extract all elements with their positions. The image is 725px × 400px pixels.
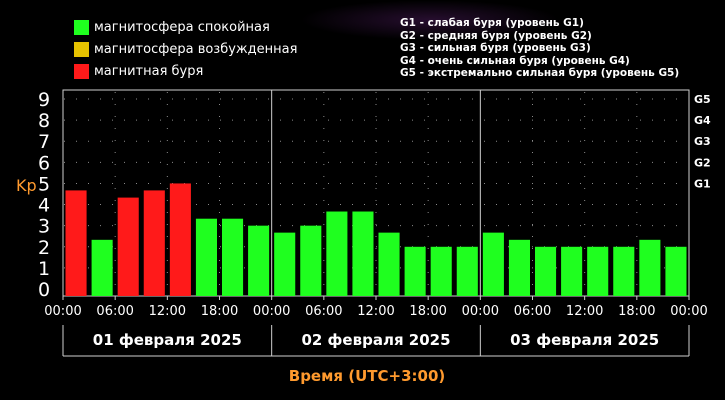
kp-bar <box>613 246 635 296</box>
g-level-tick: G3 <box>694 135 711 148</box>
kp-bar <box>430 246 452 296</box>
kp-bar <box>587 246 609 296</box>
x-tick-label: 00:00 <box>462 304 499 319</box>
kp-bar <box>639 239 661 296</box>
kp-bar <box>248 225 270 296</box>
day-label: 02 февраля 2025 <box>301 331 450 349</box>
x-tick-label: 18:00 <box>201 304 238 319</box>
kp-bar <box>195 218 217 296</box>
kp-bar <box>665 246 687 296</box>
kp-bar <box>326 211 348 296</box>
x-tick-label: 06:00 <box>96 304 133 319</box>
g-level-tick: G4 <box>694 114 711 127</box>
kp-bar <box>352 211 374 296</box>
x-tick-label: 12:00 <box>357 304 394 319</box>
kp-bar <box>274 232 296 296</box>
x-tick-label: 06:00 <box>305 304 342 319</box>
x-tick-label: 06:00 <box>514 304 551 319</box>
kp-bar <box>456 246 478 296</box>
kp-bar <box>508 239 530 296</box>
x-tick-label: 12:00 <box>149 304 186 319</box>
x-tick-label: 12:00 <box>566 304 603 319</box>
y-tick-label: 5 <box>38 173 50 195</box>
background-glow <box>300 0 560 40</box>
kp-bar <box>65 190 87 296</box>
legend-swatch-excited <box>74 41 89 57</box>
storm-level-g2: G2 - средняя буря (уровень G2) <box>400 29 592 42</box>
y-tick-label: 6 <box>38 152 50 174</box>
kp-bar <box>561 246 583 296</box>
y-tick-label: 8 <box>38 110 50 132</box>
g-level-tick: G5 <box>694 93 711 106</box>
storm-levels: G1 - слабая буря (уровень G1) G2 - средн… <box>400 17 679 80</box>
legend-item-excited: магнитосфера возбужденная <box>74 38 297 60</box>
day-label: 03 февраля 2025 <box>510 331 659 349</box>
y-tick-label: 4 <box>38 195 50 217</box>
storm-level-g3: G3 - сильная буря (уровень G3) <box>400 42 591 54</box>
kp-bar <box>404 246 426 296</box>
y-tick-label: 7 <box>38 131 50 153</box>
storm-level-g4: G4 - очень сильная буря (уровень G4) <box>400 54 630 67</box>
storm-level-g1: G1 - слабая буря (уровень G1) <box>400 17 584 29</box>
y-tick-label: 3 <box>38 216 50 238</box>
y-tick-label: 9 <box>38 89 50 111</box>
legend-swatch-storm <box>74 63 89 79</box>
legend-label-storm: магнитная буря <box>94 63 204 79</box>
g-level-tick: G1 <box>694 177 711 190</box>
legend: магнитосфера спокойная магнитосфера возб… <box>74 16 297 82</box>
y-tick-label: 0 <box>38 279 50 301</box>
legend-item-quiet: магнитосфера спокойная <box>74 16 297 38</box>
kp-bar <box>300 225 322 296</box>
x-tick-label: 18:00 <box>409 304 446 319</box>
legend-swatch-quiet <box>74 19 89 35</box>
kp-bar <box>169 183 191 296</box>
kp-bar <box>378 232 400 296</box>
kp-bar <box>143 190 165 296</box>
x-tick-label: 00:00 <box>44 304 81 319</box>
kp-bar <box>117 197 139 296</box>
kp-bar <box>91 239 113 296</box>
legend-label-quiet: магнитосфера спокойная <box>94 19 270 35</box>
kp-bar <box>482 232 504 296</box>
day-label: 01 февраля 2025 <box>93 331 242 349</box>
legend-item-storm: магнитная буря <box>74 60 297 82</box>
kp-bar <box>222 218 244 296</box>
x-axis-label: Время (UTC+3:00) <box>289 367 445 385</box>
g-level-tick: G2 <box>694 156 711 169</box>
x-tick-label: 00:00 <box>670 304 707 319</box>
x-tick-label: 00:00 <box>253 304 290 319</box>
legend-label-excited: магнитосфера возбужденная <box>94 41 298 57</box>
x-tick-label: 18:00 <box>618 304 655 319</box>
y-tick-label: 2 <box>38 237 50 259</box>
kp-bar <box>535 246 557 296</box>
y-tick-label: 1 <box>38 258 50 280</box>
y-axis-label: Kp <box>16 176 37 195</box>
storm-level-g5: G5 - экстремально сильная буря (уровень … <box>400 67 680 79</box>
